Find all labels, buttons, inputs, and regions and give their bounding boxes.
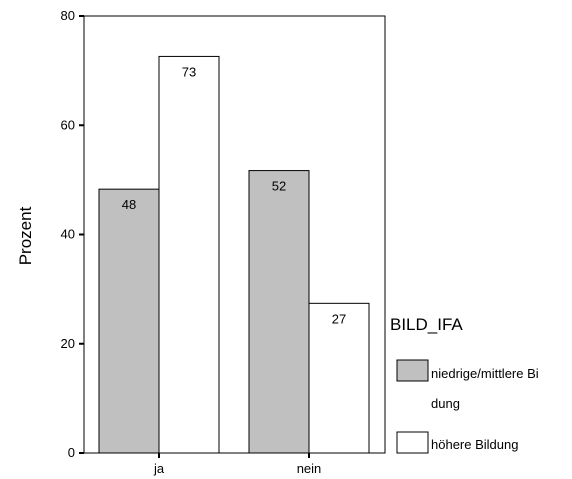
- bar-nein-series-0: [248, 170, 310, 454]
- x-tick-label-nein: nein: [297, 461, 322, 476]
- y-axis: 0 20 40 60 80: [61, 8, 84, 460]
- data-label-ja-series-0: 48: [122, 197, 136, 212]
- x-axis: ja nein: [153, 453, 321, 476]
- bar-nein-series-1: [308, 302, 370, 454]
- data-label-ja-series-1: 73: [182, 64, 196, 79]
- bar-ja-series-1: [158, 55, 220, 454]
- y-tick-label-60: 60: [61, 117, 75, 132]
- y-tick-label-40: 40: [61, 227, 75, 242]
- legend-label-series-0-line-0: niedrige/mittlere Bi: [431, 366, 539, 381]
- data-label-nein-series-1: 27: [332, 311, 346, 326]
- legend: niedrige/mittlere Bi dung höhere Bildung: [396, 359, 539, 454]
- y-tick-label-20: 20: [61, 336, 75, 351]
- legend-label-series-0-line-1: dung: [431, 396, 460, 411]
- legend-swatch-series-1: [396, 431, 429, 454]
- bars: 48 73 52 27: [98, 55, 370, 454]
- legend-title: BILD_IFA: [390, 315, 463, 334]
- y-tick-label-80: 80: [61, 8, 75, 23]
- y-tick-label-0: 0: [68, 445, 75, 460]
- legend-swatch-series-0: [396, 359, 429, 382]
- legend-label-series-1-line-0: höhere Bildung: [431, 437, 518, 452]
- data-label-nein-series-0: 52: [272, 179, 286, 194]
- x-tick-label-ja: ja: [153, 461, 165, 476]
- y-axis-title: Prozent: [16, 206, 35, 265]
- bar-ja-series-0: [98, 188, 160, 454]
